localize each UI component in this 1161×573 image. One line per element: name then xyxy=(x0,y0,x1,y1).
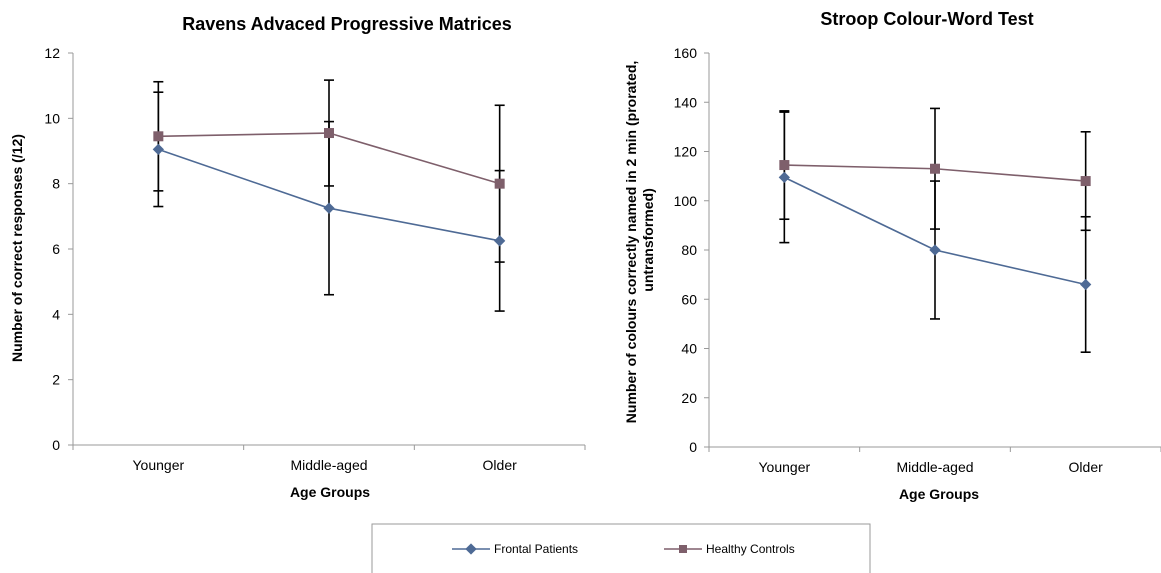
chart1-y-tick-label: 2 xyxy=(52,372,60,388)
chart2-x-axis-label: Age Groups xyxy=(899,486,979,502)
legend-frontal-marker xyxy=(465,543,477,555)
chart2-y-tick-label: 60 xyxy=(681,291,697,307)
chart1-y-axis-label: Number of correct responses (/12) xyxy=(9,134,25,362)
chart2-y-tick-label: 20 xyxy=(681,390,697,406)
legend-frontal-label: Frontal Patients xyxy=(494,542,578,556)
chart2-y-axis-label: Number of colours correctly named in 2 m… xyxy=(623,57,656,423)
chart2-y-tick-label: 160 xyxy=(674,45,698,61)
chart2-y-tick-label: 100 xyxy=(674,193,698,209)
chart1-y-tick-label: 8 xyxy=(52,176,60,192)
chart2-y-axis-label-line1: Number of colours correctly named in 2 m… xyxy=(623,61,639,424)
chart1-frontal-patients-point xyxy=(323,202,335,214)
chart2-healthy-controls-point xyxy=(930,163,940,174)
chart1-frontal-patients-point xyxy=(494,235,506,247)
chart2-y-axis-label-line2: untransformed) xyxy=(640,188,656,291)
chart2-frontal-patients-point xyxy=(929,244,941,256)
chart1-y-tick-label: 0 xyxy=(52,437,60,453)
chart1-y-tick-label: 12 xyxy=(44,45,60,61)
chart1-healthy-controls-point xyxy=(494,178,505,189)
chart1-y-tick-label: 10 xyxy=(44,110,60,126)
chart2-x-tick-label: Middle-aged xyxy=(896,459,973,475)
chart1-plot-area: 0 2 4 6 8 10 12 Younger Middle-aged Older xyxy=(44,45,586,473)
chart1-y-tick-label: 4 xyxy=(52,306,60,322)
chart1-x-tick-label: Middle-aged xyxy=(290,457,367,473)
chart2-healthy-controls-point xyxy=(1080,176,1091,187)
legend-controls-label: Healthy Controls xyxy=(706,542,795,556)
legend-controls-marker xyxy=(679,545,687,553)
legend-box xyxy=(371,523,871,573)
chart2-y-tick-label: 80 xyxy=(681,242,697,258)
chart1-healthy-controls-point xyxy=(153,131,164,142)
chart2-y-tick-label: 0 xyxy=(689,439,697,455)
chart1-x-axis-label: Age Groups xyxy=(290,484,370,500)
chart2-frontal-patients-point xyxy=(1080,278,1092,291)
legend: Frontal Patients Healthy Controls xyxy=(371,523,871,573)
chart2-healthy-controls-point xyxy=(779,160,790,171)
chart1-x-tick-label: Younger xyxy=(133,457,185,473)
chart2-y-tick-label: 40 xyxy=(681,341,697,357)
chart2-y-tick-label: 140 xyxy=(674,94,698,110)
chart1-title: Ravens Advaced Progressive Matrices xyxy=(182,14,512,34)
chart2-x-tick-label: Older xyxy=(1069,459,1104,475)
chart1-frontal-patients-point xyxy=(152,143,164,156)
chart2-x-tick-label: Younger xyxy=(759,459,811,475)
chart2-y-tick-label: 120 xyxy=(674,144,698,160)
chart2-title: Stroop Colour-Word Test xyxy=(820,9,1033,29)
chart2-plot-area: 0 20 40 60 80 100 120 140 160 Younger Middle-aged O… xyxy=(674,45,1161,475)
chart1-healthy-controls-point xyxy=(324,128,334,139)
chart1-x-tick-label: Older xyxy=(483,457,518,473)
chart2-frontal-patients-point xyxy=(778,171,790,184)
chart1-y-tick-label: 6 xyxy=(52,241,60,257)
